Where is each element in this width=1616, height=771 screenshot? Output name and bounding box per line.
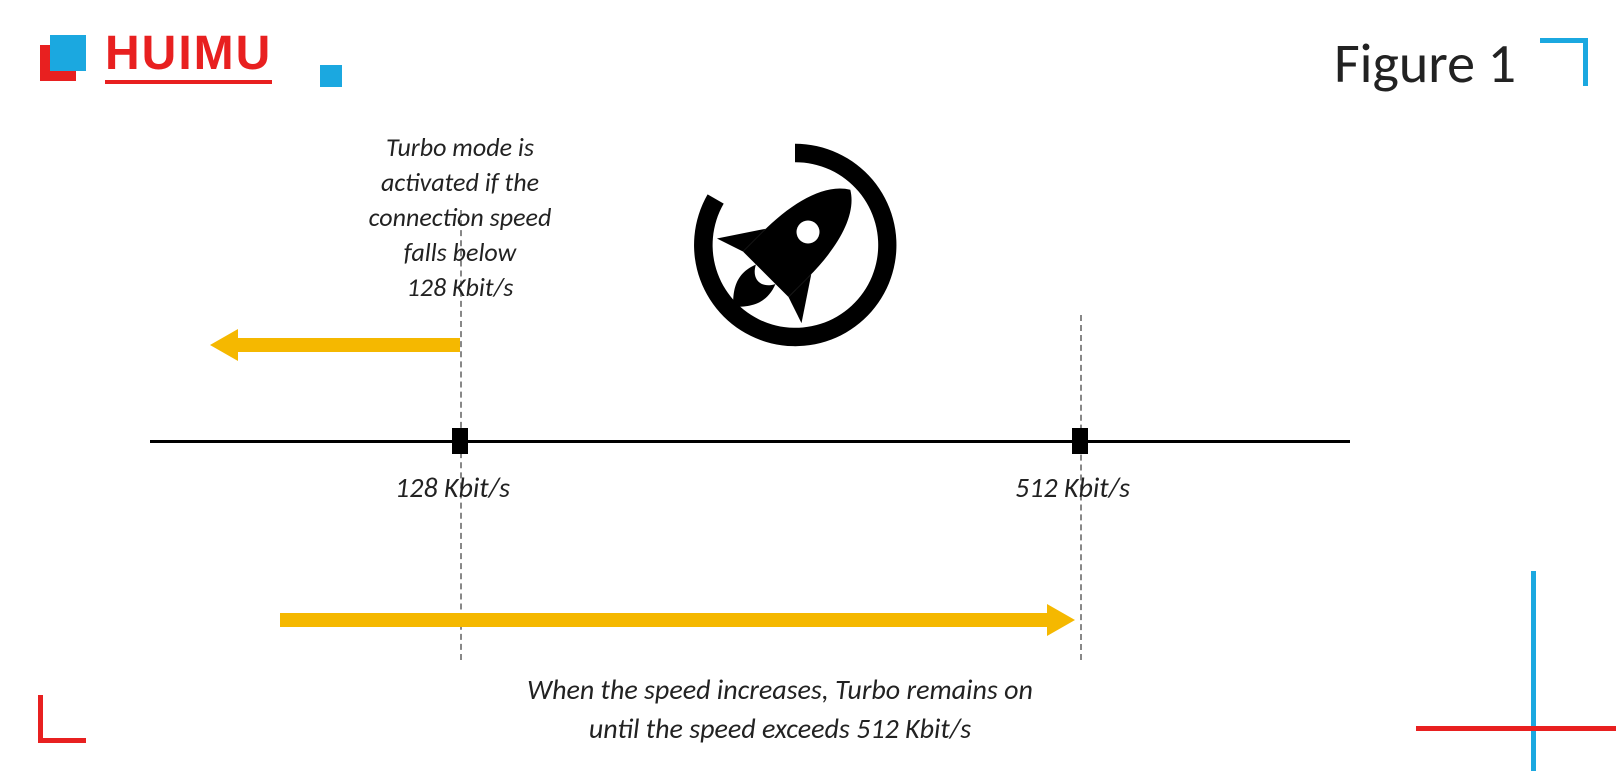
arrow-turbo-remains <box>280 613 1047 627</box>
axis-tick-1 <box>1073 428 1087 454</box>
axis-tick-0 <box>453 428 467 454</box>
caption-remains: When the speed increases, Turbo remains … <box>430 670 1130 748</box>
corner-br-vertical <box>1531 571 1536 771</box>
caption-activate: Turbo mode isactivated if theconnection … <box>320 130 600 305</box>
figure-title: Figure 1 <box>1334 30 1516 98</box>
arrow-turbo-activate <box>238 338 460 352</box>
logo-square-blue <box>50 35 86 71</box>
arrow-head-right-icon <box>1047 604 1075 636</box>
tick-label-0: 128 Kbit/s <box>395 470 510 505</box>
corner-decoration-br <box>1456 571 1576 771</box>
axis-line <box>150 440 1350 443</box>
corner-decoration-bl <box>38 695 86 743</box>
logo-accent-dot <box>320 65 342 87</box>
brand-name: HUIMU <box>105 30 272 84</box>
turbo-diagram: 128 Kbit/s 512 Kbit/s Turbo mode isactivat… <box>150 130 1430 750</box>
rocket-icon <box>680 130 910 360</box>
corner-br-horizontal <box>1416 726 1616 731</box>
tick-label-1: 512 Kbit/s <box>1015 470 1130 505</box>
arrow-head-left-icon <box>210 329 238 361</box>
corner-decoration-tr <box>1540 38 1588 86</box>
